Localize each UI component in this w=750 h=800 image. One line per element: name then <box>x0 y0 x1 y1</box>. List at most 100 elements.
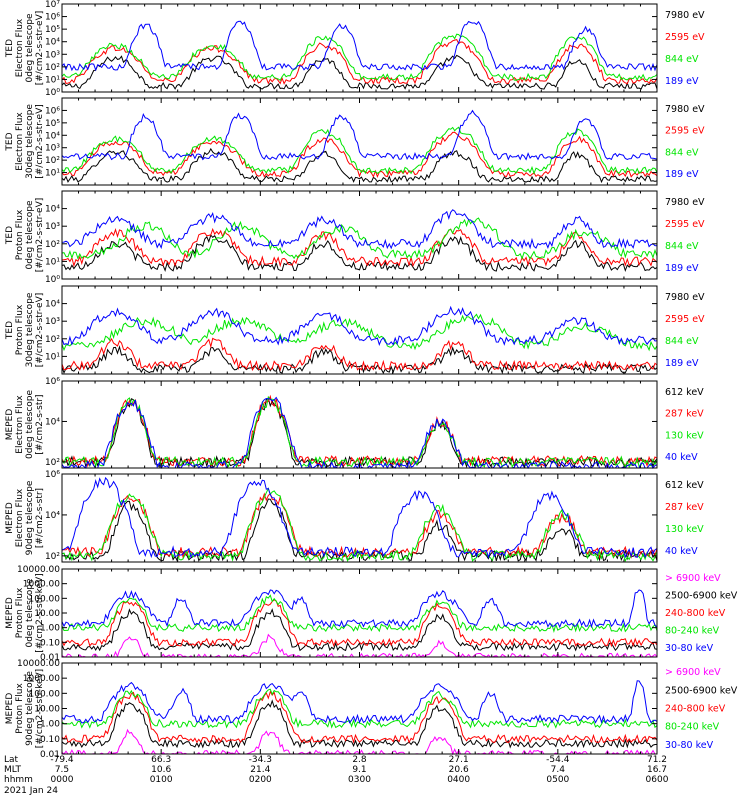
legend-entry: 130 keV <box>665 430 704 441</box>
legend-entry: 80-240 keV <box>665 722 720 733</box>
legend-entry: 30-80 keV <box>665 740 714 751</box>
y-axis-label: TED <box>5 132 15 151</box>
y-tick-label: 10000.00 <box>17 659 60 669</box>
y-axis-label: 30deg telescope <box>25 104 35 179</box>
y-tick-label: 10⁵ <box>45 119 60 129</box>
legend-entry: 844 eV <box>665 241 699 252</box>
y-axis-label: 90deg telescope <box>25 671 35 746</box>
y-axis-label: [#/cm2-s-str-eV] <box>35 198 45 273</box>
y-axis-label: MEPED <box>5 409 15 441</box>
series-line <box>61 20 658 72</box>
y-tick-label: 10⁶ <box>45 377 60 387</box>
y-tick-label: 10⁴ <box>45 300 60 310</box>
y-axis-label: 0deg telescope <box>25 13 35 83</box>
series-line <box>61 147 658 184</box>
y-tick-label: 10¹ <box>45 75 60 85</box>
x-tick-label: 0600 <box>646 775 669 785</box>
series-line <box>61 234 658 273</box>
legend-entry: 2595 eV <box>665 32 705 43</box>
legend-entry: 7980 eV <box>665 197 705 208</box>
y-tick-label: 10.00 <box>34 705 60 715</box>
series-line <box>61 397 658 469</box>
x-tick-label: 10.6 <box>151 765 171 775</box>
y-tick-label: 1000.00 <box>23 580 60 590</box>
series-line <box>61 690 658 744</box>
legend-entry: 2500-6900 keV <box>665 685 738 696</box>
legend-entry: 287 keV <box>665 502 704 513</box>
series-line <box>61 217 658 260</box>
y-tick-label: 10² <box>45 63 60 73</box>
panel-mepped-proton-90deg: 0.01 0.10 1.00 10.00 100.00 1000.00 10000.00 ME… <box>5 659 738 760</box>
y-axis-label: 0deg telescope <box>25 578 35 648</box>
y-tick-label: 10² <box>45 240 60 250</box>
y-axis-label: [#/cm2-s-str-eV] <box>35 11 45 86</box>
y-tick-label: 0.10 <box>40 638 60 648</box>
y-axis-label: TED <box>5 39 15 58</box>
y-tick-label: 10⁴ <box>45 38 60 48</box>
legend-entry: 40 keV <box>665 452 698 463</box>
x-tick-label: 21.4 <box>250 765 270 775</box>
panel-ted-proton-30deg: 10¹ 10² 10³ 10⁴ TED Proton Flux 30deg telescop… <box>5 285 705 375</box>
y-axis-label: Proton Flux <box>15 587 25 638</box>
y-tick-label: 10¹ <box>45 257 60 267</box>
legend-entry: 2500-6900 keV <box>665 590 738 601</box>
y-axis-label: Proton Flux <box>15 209 25 260</box>
y-axis-label: 90deg telescope <box>25 480 35 555</box>
legend-entry: 2595 eV <box>665 219 705 230</box>
panel-meped-electron-0deg: 10² 10⁴ 10⁶ MEPED Electron Flux 0deg telescop… <box>5 377 704 470</box>
series-line <box>61 476 658 560</box>
y-axis-label: Electron Flux <box>15 395 25 454</box>
x-tick-label: 71.2 <box>647 755 667 765</box>
x-tick-label: 66.3 <box>151 755 171 765</box>
y-tick-label: 10² <box>45 335 60 345</box>
y-axis-label: 0deg telescope <box>25 390 35 460</box>
series-line <box>61 487 658 563</box>
legend-entry: 612 keV <box>665 387 704 398</box>
legend-entry: 240-800 keV <box>665 608 726 619</box>
y-axis-label: Proton Flux <box>15 304 25 355</box>
y-tick-label: 10³ <box>45 222 60 232</box>
y-axis-label: Electron Flux <box>15 112 25 171</box>
series-line <box>61 608 658 652</box>
legend-entry: 7980 eV <box>665 292 705 303</box>
y-axis-label: [#/cm2-s-str-keV] <box>35 669 45 748</box>
series-line <box>61 109 658 161</box>
y-tick-label: 10⁴ <box>45 417 60 427</box>
legend-entry: 240-800 keV <box>665 704 726 715</box>
x-tick-label: -54.4 <box>546 755 570 765</box>
legend-entry: 189 eV <box>665 263 699 274</box>
series-line <box>61 126 658 175</box>
y-axis-label: TED <box>5 321 15 340</box>
panel-meped-electron-90deg: 10² 10⁴ 10⁶ MEPED Electron Flux 90deg telesco… <box>5 470 704 563</box>
x-tick-label: 0000 <box>51 775 74 785</box>
y-axis-label: [#/cm2-s-str] <box>35 394 45 454</box>
y-axis-label: [#/cm2-s-str-keV] <box>35 573 45 652</box>
series-line <box>61 227 658 268</box>
legend-entry: 189 eV <box>665 76 699 87</box>
y-tick-label: 10⁰ <box>45 275 60 285</box>
series-line <box>61 33 658 82</box>
y-tick-label: 10³ <box>45 50 60 60</box>
y-axis-label: TED <box>5 226 15 245</box>
y-tick-label: 10⁶ <box>45 470 60 480</box>
legend-entry: 130 keV <box>665 524 704 535</box>
y-axis-label: Proton Flux <box>15 683 25 734</box>
y-axis-label: [#/cm2-s-str-eV] <box>35 104 45 179</box>
legend-entry: 844 eV <box>665 336 699 347</box>
panel-frame <box>61 3 658 93</box>
y-tick-label: 10² <box>45 458 60 468</box>
y-axis-label: 0deg telescope <box>25 200 35 270</box>
y-axis-label: Electron Flux <box>15 488 25 547</box>
series-line <box>61 305 658 346</box>
y-tick-label: 100.00 <box>29 594 61 604</box>
x-tick-label: 0300 <box>348 775 371 785</box>
y-tick-label: 0.01 <box>40 653 60 663</box>
x-tick-label: 0500 <box>546 775 569 785</box>
y-axis-label: MEPED <box>5 502 15 534</box>
x-axis-row-label: hhmm <box>4 775 33 785</box>
y-tick-label: 10⁴ <box>45 511 60 521</box>
y-tick-label: 10000.00 <box>17 565 60 575</box>
legend-entry: 7980 eV <box>665 104 705 115</box>
y-axis-label: [#/cm2-s-str] <box>35 488 45 548</box>
